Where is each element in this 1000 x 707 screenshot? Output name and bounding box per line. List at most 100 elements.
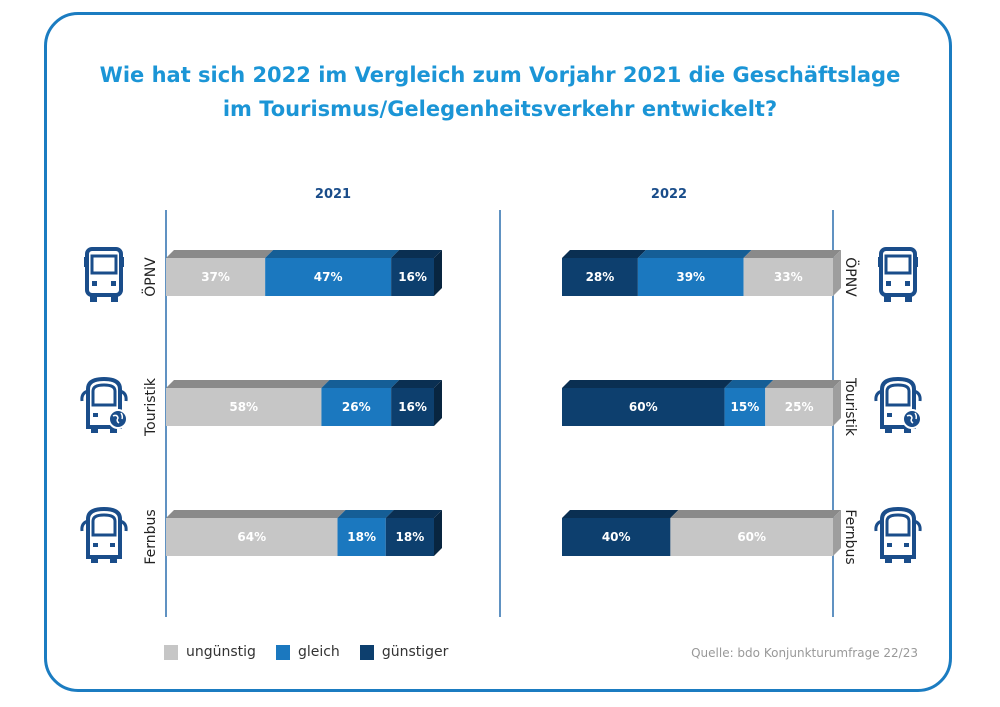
value-label-2022-1-0: 60%: [629, 400, 658, 414]
bar-side-2021-1: [434, 380, 442, 426]
bus-mirror-right: [121, 257, 124, 267]
bus-mirror-left: [80, 389, 89, 402]
value-label-2022-1-1: 15%: [731, 400, 760, 414]
bar-top-2022-2-1: [670, 510, 841, 518]
legend-item-gleich: gleich: [275, 644, 340, 660]
bus-body: [86, 506, 122, 559]
bus-mirror-left: [80, 519, 89, 532]
bus-light-right: [110, 543, 115, 547]
bar-top-2022-0-0: [562, 250, 646, 258]
bus-window: [90, 254, 118, 275]
value-label-2022-0-2: 33%: [774, 270, 803, 284]
bus-wheel-right: [904, 427, 911, 433]
bus-wheel-left: [884, 295, 891, 302]
bar-2022-2-1: [670, 518, 833, 556]
bar-side-2022-1: [833, 380, 841, 426]
bar-top-2021-0-0: [166, 250, 274, 258]
bus-window: [885, 383, 911, 407]
value-label-2021-0-1: 47%: [314, 270, 343, 284]
bar-top-2022-1-1: [724, 380, 774, 388]
bar-2021-1-1: [321, 388, 392, 426]
city-bus-icon-2021: [84, 247, 124, 302]
category-label-2021-2: Fernbus: [143, 509, 159, 564]
bar-top-2022-0-1: [637, 250, 752, 258]
bar-2021-0-2: [391, 258, 434, 296]
bar-2022-1-1: [724, 388, 766, 426]
value-label-2022-2-1: 60%: [737, 530, 766, 544]
bus-light-left: [887, 413, 892, 417]
title-line-1: Wie hat sich 2022 im Vergleich zum Vorja…: [99, 63, 901, 87]
value-label-2021-2-0: 64%: [237, 530, 266, 544]
bus-mirror-right: [913, 389, 922, 402]
chart-title: Wie hat sich 2022 im Vergleich zum Vorja…: [40, 58, 960, 126]
bus-mirror-left: [84, 257, 87, 267]
value-label-2021-0-0: 37%: [201, 270, 230, 284]
bar-top-2021-2-0: [166, 510, 346, 518]
bus-body: [880, 376, 916, 429]
year-header-2022: 2022: [651, 187, 687, 202]
bar-2021-1-0: [166, 388, 322, 426]
bus-light-right: [111, 281, 116, 286]
bus-light-left: [92, 281, 97, 286]
bus-light-left: [886, 281, 891, 286]
bus-wheel-right: [904, 557, 911, 563]
bar-2022-0-1: [637, 258, 744, 296]
category-label-2021-0: ÖPNV: [141, 257, 159, 297]
bus-light-right: [905, 281, 910, 286]
bus-mirror-right: [913, 519, 922, 532]
value-label-2021-2-2: 18%: [396, 530, 425, 544]
bar-top-2021-1-1: [321, 380, 400, 388]
legend-swatch-gleich: [275, 644, 290, 660]
bar-2021-1-2: [391, 388, 434, 426]
chart-labels: 2021 37% 47% 16% ÖPNV 58% 26% 16% Touristik 64% 18…: [141, 187, 860, 565]
bus-body: [86, 376, 122, 429]
bar-2021-2-0: [166, 518, 338, 556]
source-note: Quelle: bdo Konjunkturumfrage 22/23: [691, 646, 918, 660]
globe-continents: [906, 412, 918, 424]
bus-mirror-right: [915, 257, 918, 267]
bar-top-2021-2-1: [337, 510, 394, 518]
bar-top-2021-0-1: [265, 250, 400, 258]
bus-wheel-left: [91, 557, 98, 563]
legend-label-gleich: gleich: [297, 644, 340, 660]
bus-window: [91, 383, 117, 407]
bus-light-left: [93, 413, 98, 417]
bar-top-2021-1-0: [166, 380, 330, 388]
bar-side-2022-2: [833, 510, 841, 556]
bar-2022-1-2: [765, 388, 833, 426]
bus-body: [85, 247, 123, 297]
legend-swatch-gunstiger: [359, 644, 374, 660]
bar-2021-0-1: [265, 258, 392, 296]
value-label-2022-0-1: 39%: [676, 270, 705, 284]
chart-frame: [44, 12, 952, 692]
bus-mirror-right: [119, 389, 128, 402]
bus-window: [885, 513, 911, 537]
value-label-2021-1-0: 58%: [229, 400, 258, 414]
value-label-2021-1-2: 16%: [398, 400, 427, 414]
bar-2021-2-1: [337, 518, 386, 556]
chart-icons: [80, 247, 922, 563]
value-label-2022-0-0: 28%: [586, 270, 615, 284]
tour-bus-globe-icon-2022: [874, 376, 922, 433]
tour-bus-globe-icon-2021: [80, 376, 128, 433]
coach-bus-icon-2022: [874, 506, 922, 563]
bus-wheel-right: [110, 557, 117, 563]
bus-mirror-left: [878, 257, 881, 267]
bar-top-2022-2-0: [562, 510, 679, 518]
bus-body: [880, 506, 916, 559]
bus-wheel-left: [885, 557, 892, 563]
bar-top-2021-2-2: [385, 510, 442, 518]
bar-2021-2-2: [385, 518, 434, 556]
bus-light-left: [93, 543, 98, 547]
bus-window: [91, 513, 117, 537]
value-label-2022-2-0: 40%: [602, 530, 631, 544]
coach-bus-icon-2021: [80, 506, 128, 563]
city-bus-icon-2022: [878, 247, 918, 302]
bus-light-right: [904, 543, 909, 547]
chart-bars: [166, 250, 841, 556]
category-label-2022-2: Fernbus: [842, 509, 858, 564]
category-label-2021-1: Touristik: [143, 377, 159, 437]
bus-light-left: [887, 543, 892, 547]
value-label-2021-1-1: 26%: [342, 400, 371, 414]
